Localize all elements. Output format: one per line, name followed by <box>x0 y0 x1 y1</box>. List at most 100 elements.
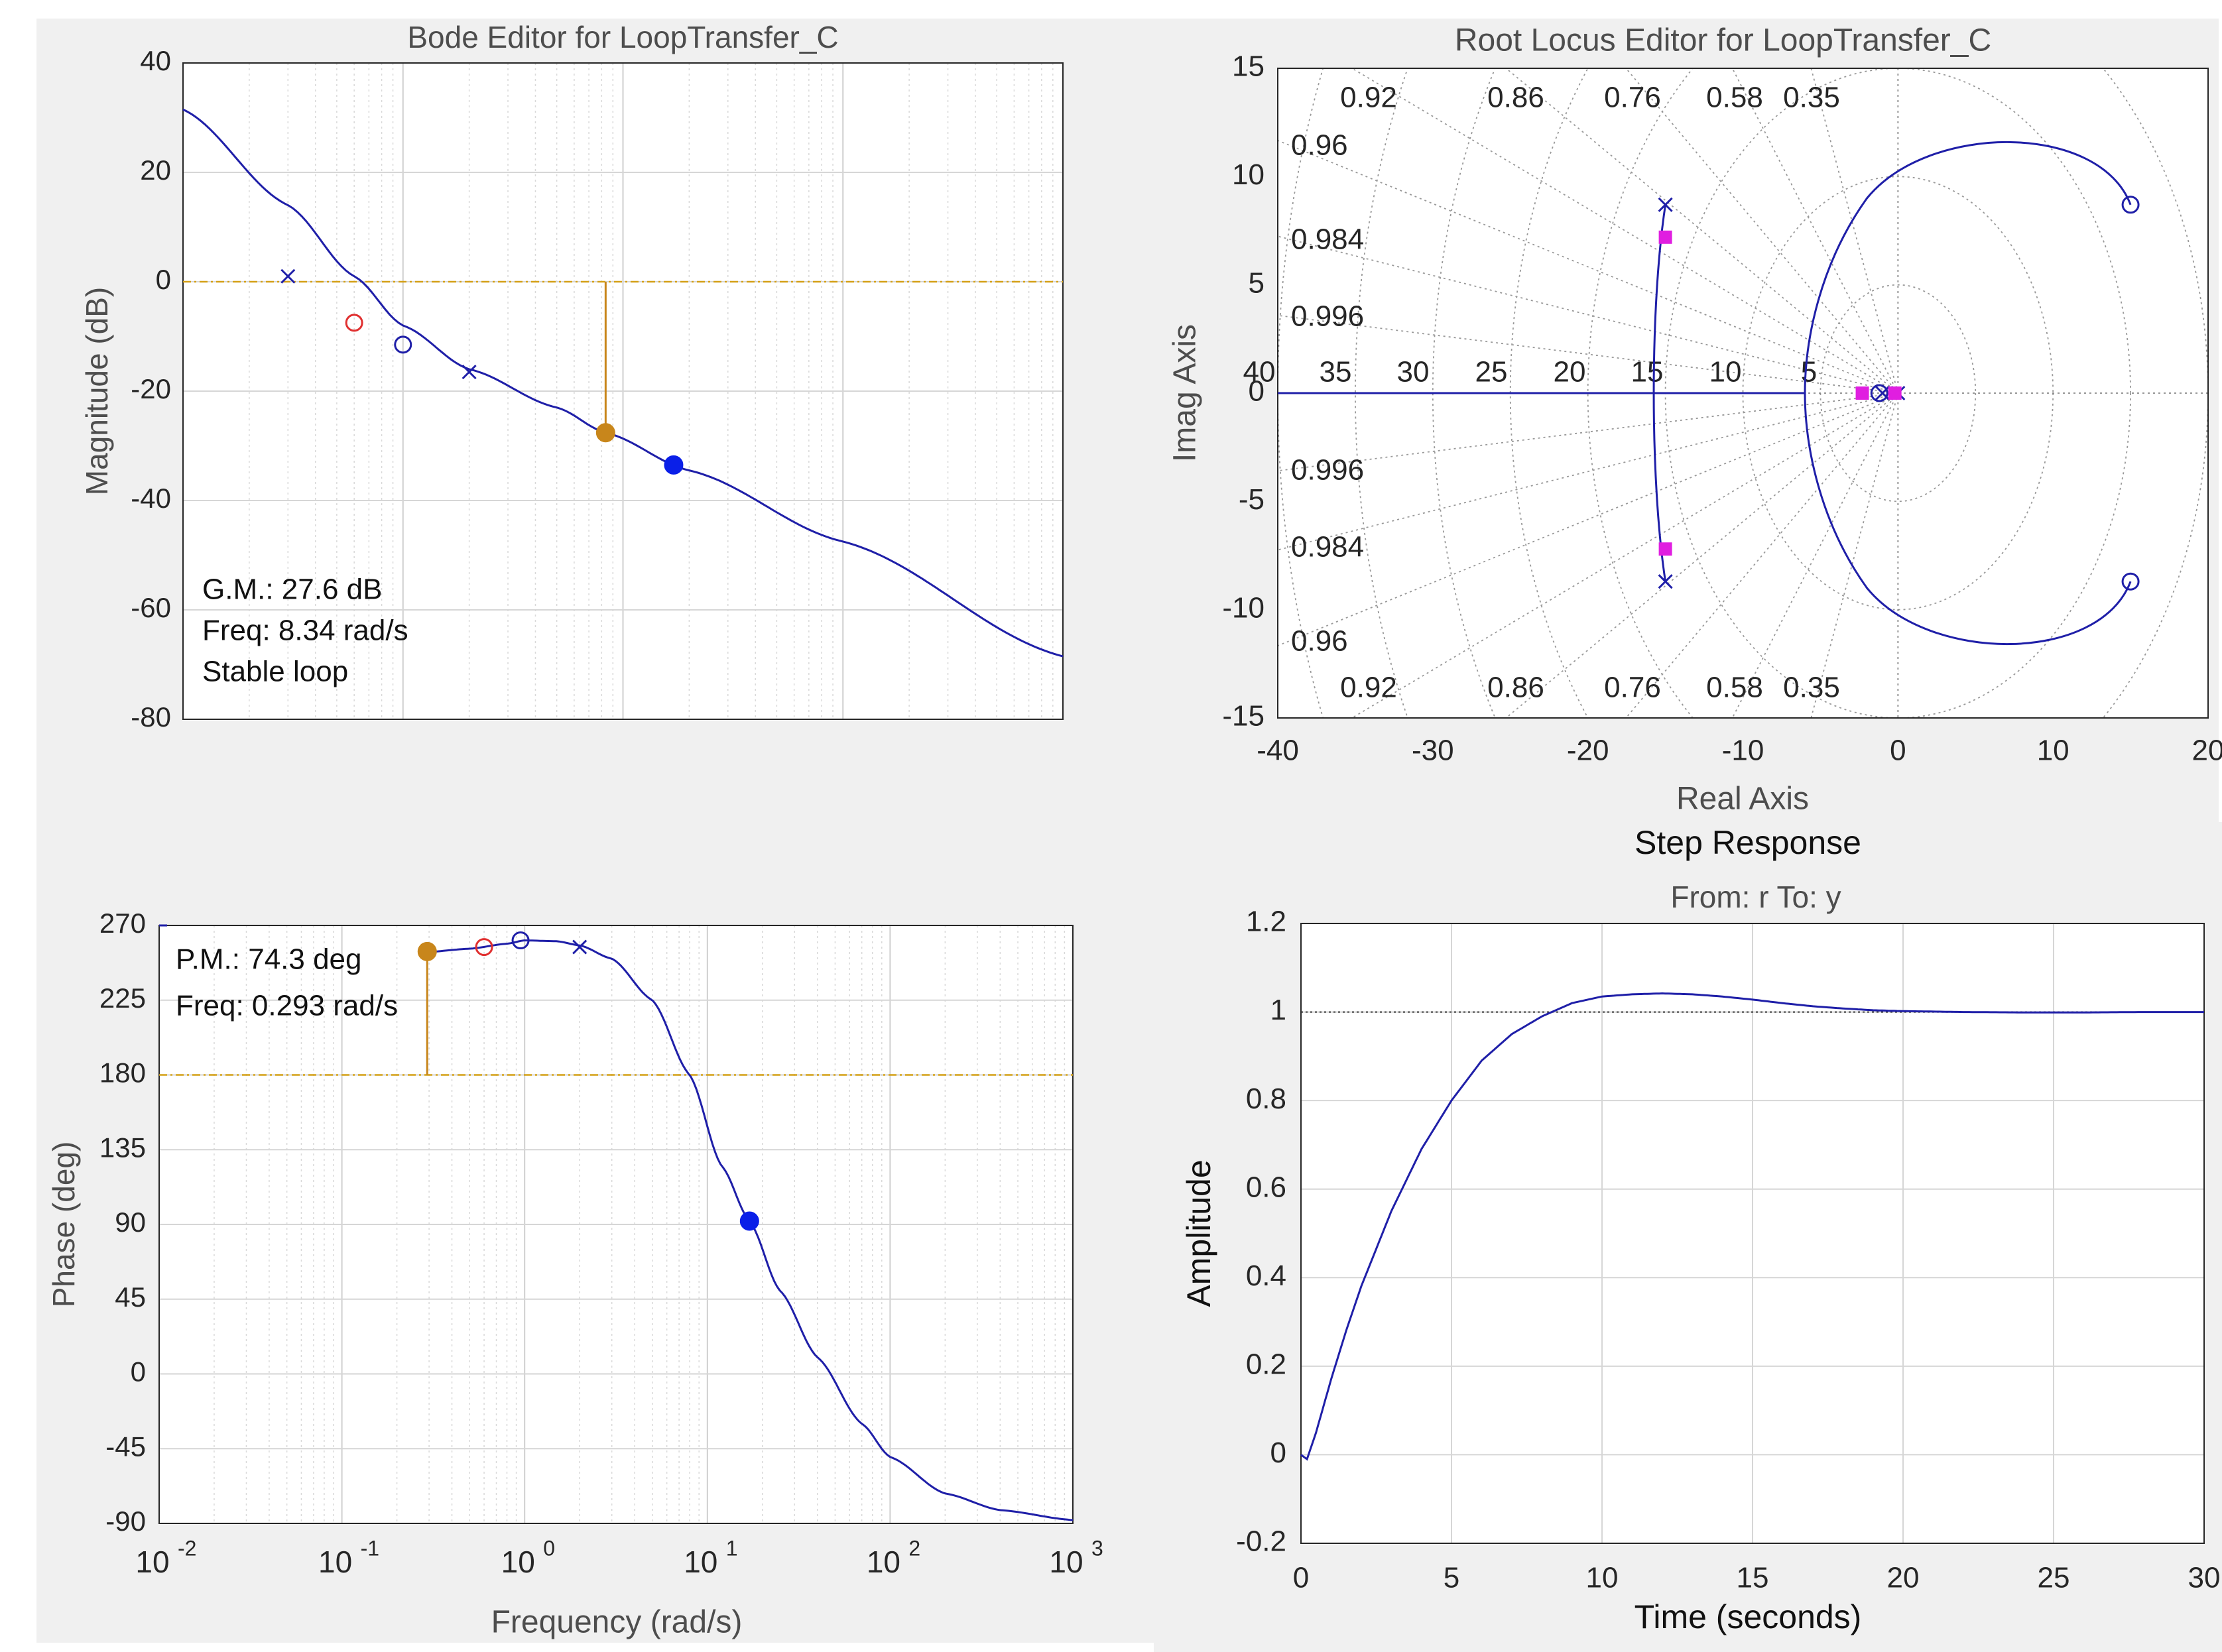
y-tick-label: 15 <box>1232 50 1265 83</box>
y-tick-label: -90 <box>105 1505 146 1537</box>
x-tick-label: 10 <box>684 1545 717 1579</box>
x-tick-label: -40 <box>1257 735 1299 767</box>
y-tick-label: 5 <box>1249 266 1265 299</box>
damping-ray <box>1278 235 1898 394</box>
y-tick-label: -20 <box>131 373 171 404</box>
bode-magnitude-plot[interactable]: Bode Editor for LoopTransfer_C 40 20 0 -20 -4… <box>80 20 1064 733</box>
natural-frequency-arc <box>1820 284 1977 502</box>
x-tick-label: 0 <box>1890 735 1906 767</box>
gain-margin-annotation: Freq: 8.34 rad/s <box>202 615 408 647</box>
y-tick-label: -80 <box>131 701 171 733</box>
bode-magnitude-title: Bode Editor for LoopTransfer_C <box>407 20 838 54</box>
open-loop-pole <box>1658 574 1673 589</box>
damping-label: 0.35 <box>1783 672 1840 704</box>
x-tick-exponent: 0 <box>543 1536 555 1560</box>
compensator-marker <box>280 268 296 284</box>
closed-loop-pole <box>1888 386 1902 400</box>
y-tick-label: 0 <box>131 1356 146 1387</box>
y-tick-label: 135 <box>99 1132 146 1163</box>
damping-label: 0.35 <box>1783 82 1840 114</box>
damping-label: 0.86 <box>1487 82 1544 114</box>
damping-ray <box>1731 392 1899 718</box>
y-tick-label: -40 <box>131 483 171 514</box>
natural-frequency-arc <box>1742 176 2054 611</box>
y-axis-label: Phase (deg) <box>46 1142 81 1308</box>
x-tick-exponent: 1 <box>726 1536 738 1560</box>
y-axis-label: Imag Axis <box>1168 324 1203 462</box>
x-tick-exponent: -1 <box>361 1536 379 1560</box>
step-response-title: Step Response <box>1635 824 1861 861</box>
y-tick-label: 0.6 <box>1246 1171 1286 1203</box>
bode-phase-border <box>158 925 1074 1524</box>
damping-label: 0.96 <box>1291 129 1348 162</box>
damping-label: 0.76 <box>1604 672 1661 704</box>
y-tick-label: -10 <box>1222 591 1265 624</box>
magnitude-curve <box>182 108 1064 658</box>
root-locus-plot[interactable]: Root Locus Editor for LoopTransfer_C1510… <box>971 0 2222 1610</box>
y-tick-label: 180 <box>99 1057 146 1089</box>
damping-label: 0.984 <box>1291 223 1364 256</box>
y-tick-label: -0.2 <box>1236 1525 1286 1558</box>
damping-ray <box>1351 392 1898 718</box>
damping-ray <box>1278 392 1898 551</box>
y-tick-label: 40 <box>140 45 171 76</box>
step-response-curve <box>1300 992 2204 1461</box>
open-loop-pole <box>1658 197 1673 212</box>
y-tick-label: 1 <box>1270 994 1286 1026</box>
x-axis-label: Real Axis <box>1676 782 1809 817</box>
x-tick-exponent: 2 <box>908 1536 920 1560</box>
compensator-marker <box>345 314 363 332</box>
compensator-marker <box>739 1211 759 1231</box>
step-response-plot[interactable]: Step Response From: r To: y 1.2 1 0.8 0.6 0.4 0… <box>1154 822 2222 1652</box>
x-tick-label: -30 <box>1412 735 1454 767</box>
x-tick-label: 10 <box>135 1545 169 1579</box>
y-tick-label: 0 <box>1270 1437 1286 1469</box>
frequency-label: 35 <box>1320 356 1352 388</box>
open-loop-zero <box>2121 196 2140 214</box>
x-tick-label: 10 <box>1049 1545 1083 1579</box>
closed-loop-pole <box>1855 386 1869 400</box>
x-axis-label: Time (seconds) <box>1635 1598 1862 1635</box>
y-tick-label: 225 <box>99 982 146 1014</box>
y-tick-label: 20 <box>140 154 171 186</box>
frequency-label: 15 <box>1631 356 1664 388</box>
x-tick-label: 0 <box>1293 1562 1309 1594</box>
y-tick-label: -5 <box>1239 483 1265 516</box>
x-tick-label: 25 <box>2038 1562 2070 1594</box>
y-tick-label: 45 <box>115 1281 146 1313</box>
frequency-label: 10 <box>1709 356 1742 388</box>
frequency-label: 30 <box>1397 356 1430 388</box>
x-tick-label: 10 <box>501 1545 535 1579</box>
y-tick-label: -60 <box>131 592 171 623</box>
damping-label: 0.92 <box>1340 82 1397 114</box>
bode-phase-plot[interactable]: 270 225 180 135 90 45 0 -45 -90 10 -2 10 -1 10 0 10 1 10 2… <box>46 908 1103 1640</box>
damping-label: 0.76 <box>1604 82 1661 114</box>
damping-ray <box>1278 314 1898 394</box>
phase-margin-annotation: P.M.: 74.3 deg <box>176 943 362 976</box>
y-tick-label: 0.8 <box>1246 1083 1286 1115</box>
damping-ray <box>1351 68 1898 394</box>
y-tick-label: 270 <box>99 908 146 939</box>
damping-ray <box>1278 139 1898 394</box>
y-tick-label: 90 <box>115 1207 146 1238</box>
compensator-marker <box>664 455 684 475</box>
damping-label: 0.996 <box>1291 454 1364 487</box>
x-tick-label: 15 <box>1737 1562 1769 1594</box>
frequency-label: 5 <box>1801 356 1817 388</box>
x-tick-label: 30 <box>2188 1562 2221 1594</box>
damping-label: 0.96 <box>1291 625 1348 658</box>
x-tick-exponent: -2 <box>178 1536 196 1560</box>
damping-label: 0.58 <box>1706 82 1763 114</box>
x-tick-label: 10 <box>318 1545 352 1579</box>
compensator-marker <box>595 423 615 443</box>
step-response-subtitle: From: r To: y <box>1670 880 1841 914</box>
damping-label: 0.996 <box>1291 300 1364 333</box>
compensator-marker <box>394 335 412 354</box>
x-tick-exponent: 3 <box>1091 1536 1103 1560</box>
x-tick-label: -20 <box>1567 735 1609 767</box>
y-axis-label: Amplitude <box>1180 1159 1217 1307</box>
closed-loop-pole <box>1658 542 1672 556</box>
frequency-label: 25 <box>1475 356 1508 388</box>
open-loop-zero <box>2121 572 2140 591</box>
